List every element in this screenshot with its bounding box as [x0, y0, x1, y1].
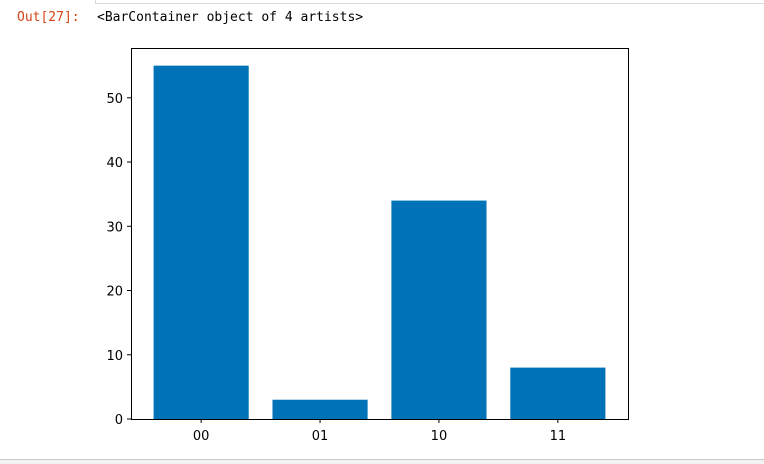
x-tick-label: 10 [431, 429, 448, 444]
output-text: <BarContainer object of 4 artists> [97, 10, 364, 25]
y-tick-label: 20 [106, 285, 123, 300]
output-prompt: Out[27]: [17, 10, 80, 25]
y-tick-label: 0 [115, 413, 123, 428]
y-tick-label: 50 [106, 92, 123, 107]
y-axis: 0 10 20 30 40 50 [106, 92, 131, 428]
y-tick-label: 10 [106, 349, 123, 364]
bar-00 [153, 65, 249, 420]
bar-11 [510, 367, 606, 419]
y-tick-label: 40 [106, 156, 123, 171]
bar-10 [391, 200, 487, 419]
x-axis: 00 01 10 11 [193, 419, 566, 444]
plot-frame [131, 48, 629, 420]
cell-top-border [95, 0, 764, 4]
bars-group [153, 65, 606, 420]
x-tick-label: 01 [312, 429, 329, 444]
x-tick-label: 11 [550, 429, 567, 444]
bar-01 [272, 399, 368, 419]
cell-bottom-border [0, 459, 764, 464]
y-tick-label: 30 [106, 220, 123, 235]
x-tick-label: 00 [193, 429, 210, 444]
